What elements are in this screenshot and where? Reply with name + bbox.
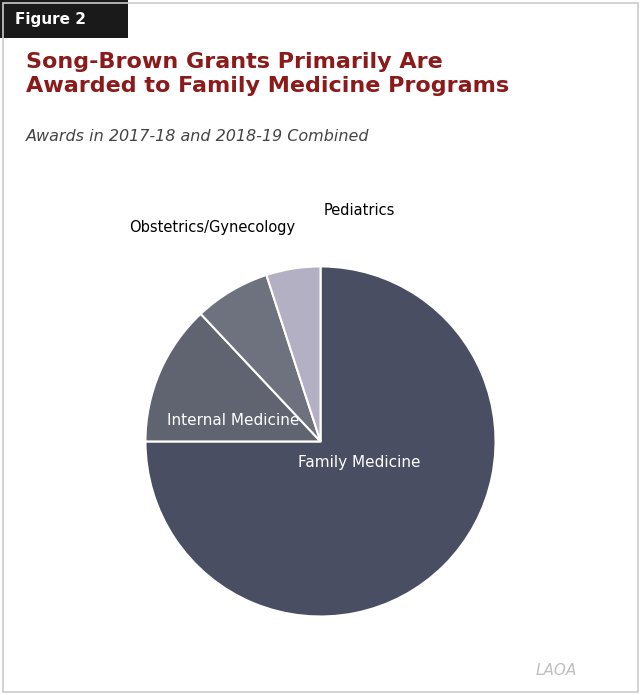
Text: Internal Medicine: Internal Medicine — [167, 413, 299, 428]
Text: Pediatrics: Pediatrics — [323, 203, 395, 218]
Text: Obstetrics/Gynecology: Obstetrics/Gynecology — [129, 220, 295, 236]
Wedge shape — [146, 266, 495, 616]
Text: Figure 2: Figure 2 — [15, 12, 87, 26]
Text: Awards in 2017-18 and 2018-19 Combined: Awards in 2017-18 and 2018-19 Combined — [26, 129, 369, 144]
Wedge shape — [146, 314, 320, 441]
Wedge shape — [201, 275, 320, 441]
Text: LAOA: LAOA — [536, 662, 577, 678]
Text: Song-Brown Grants Primarily Are
Awarded to Family Medicine Programs: Song-Brown Grants Primarily Are Awarded … — [26, 52, 509, 96]
Wedge shape — [267, 266, 320, 441]
Text: Family Medicine: Family Medicine — [298, 455, 420, 470]
